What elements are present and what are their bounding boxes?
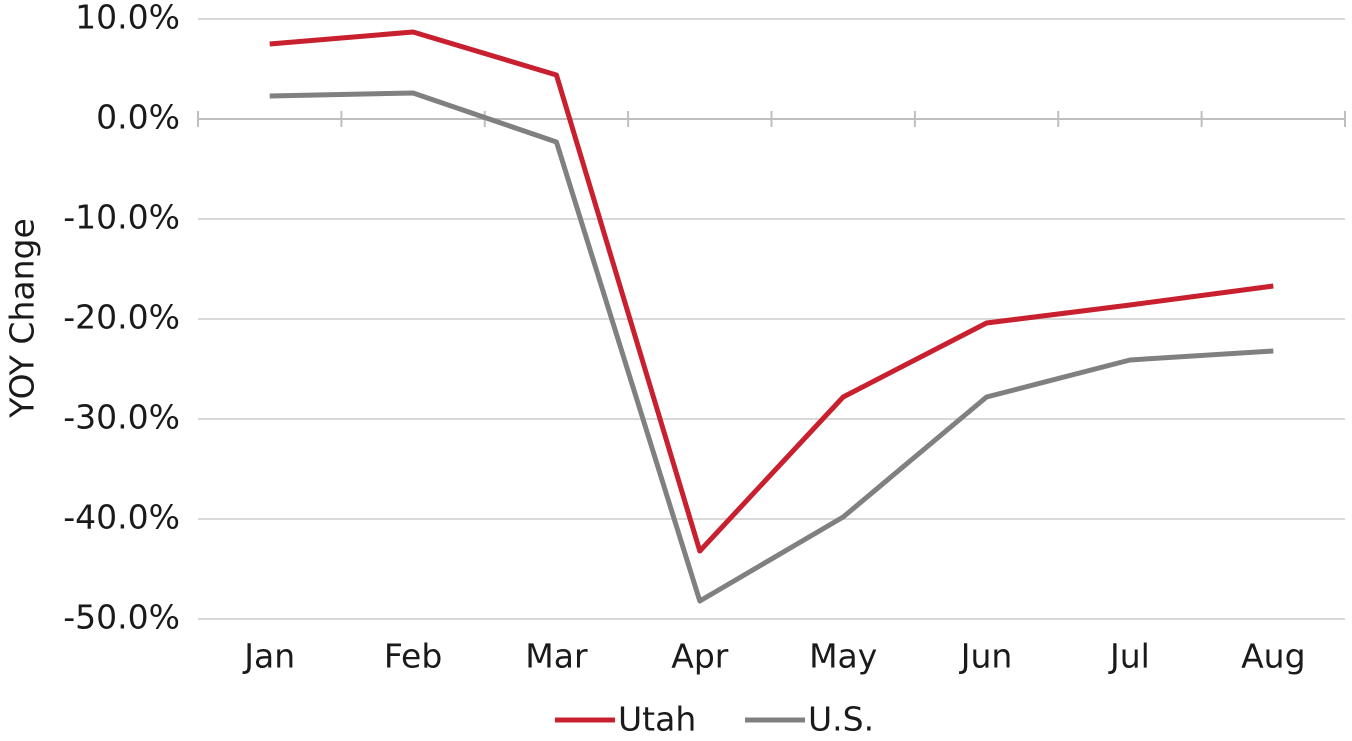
y-tick-label: 10.0% (75, 0, 180, 37)
y-tick-label: -10.0% (63, 198, 180, 237)
legend-label: U.S. (808, 700, 874, 739)
x-tick-label: Apr (671, 637, 729, 676)
y-tick-label: 0.0% (96, 98, 180, 137)
x-tick-label: Feb (384, 637, 442, 676)
y-tick-label: -50.0% (63, 598, 180, 637)
legend-label: Utah (618, 700, 696, 739)
y-axis-title: YOY Change (3, 218, 42, 419)
y-tick-label: -40.0% (63, 498, 180, 537)
x-tick-label: Jan (242, 637, 295, 676)
x-tick-label: Jun (959, 637, 1013, 676)
line-series (269, 29, 1274, 554)
y-tick-label: -20.0% (63, 298, 180, 337)
x-tick-label: Aug (1241, 637, 1305, 676)
line-series (269, 90, 1274, 604)
x-tick-label: May (809, 637, 877, 676)
x-tick-label: Mar (525, 637, 588, 676)
y-tick-label: -30.0% (63, 398, 180, 437)
x-tick-label: Jul (1108, 637, 1150, 676)
